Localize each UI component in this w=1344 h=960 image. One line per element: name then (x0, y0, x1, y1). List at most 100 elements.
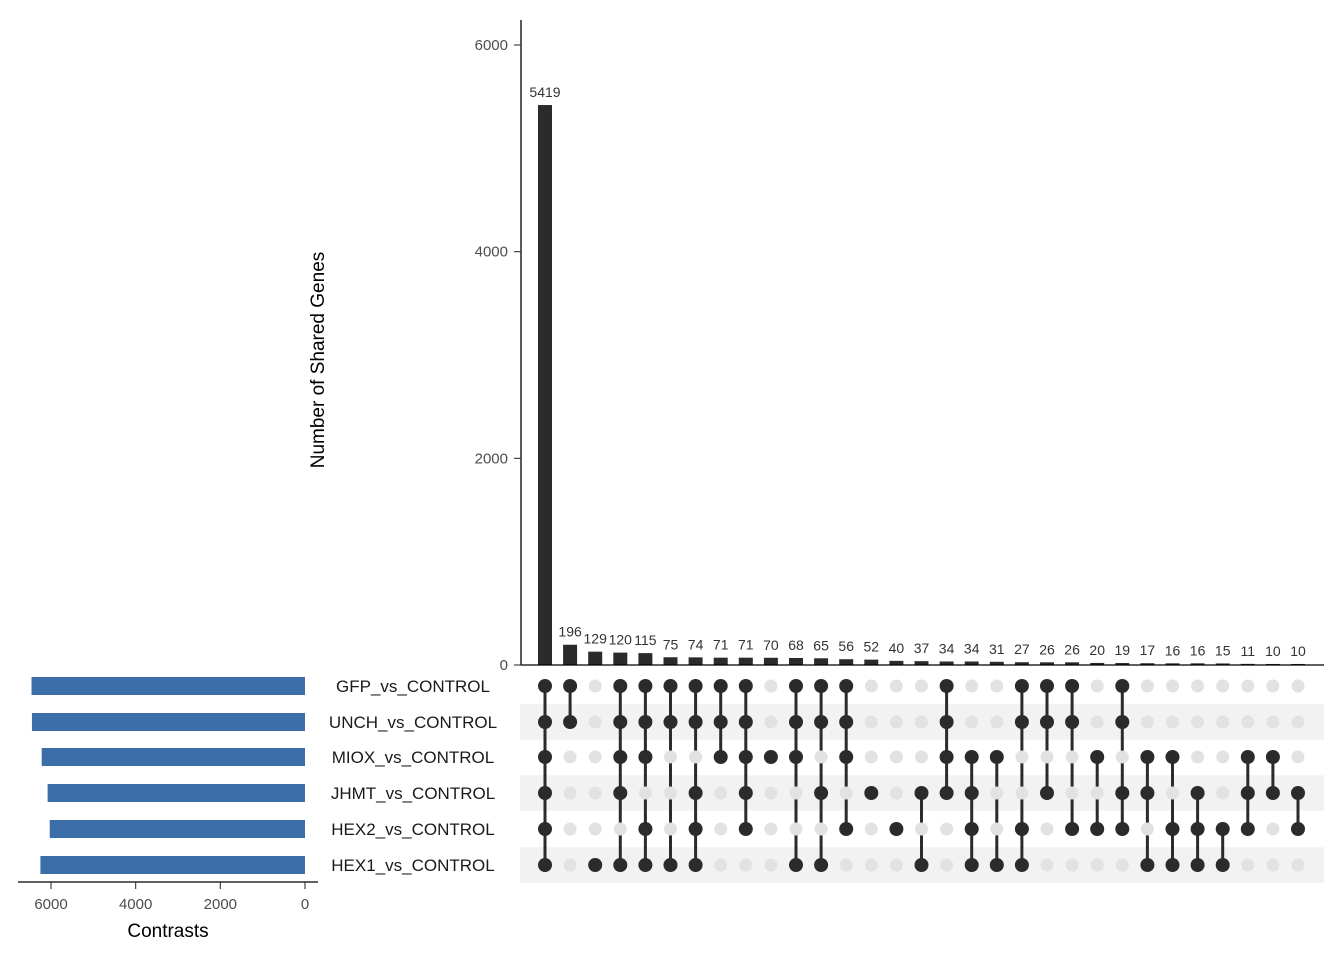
intersection-bar (989, 661, 1004, 665)
set-labels: GFP_vs_CONTROL UNCH_vs_CONTROL MIOX_vs_CON… (329, 677, 497, 875)
matrix-dot-inactive (1090, 858, 1104, 872)
matrix-dot-inactive (1266, 715, 1280, 729)
intersection-bar (1090, 662, 1105, 665)
matrix-dot-active (538, 858, 552, 872)
intersection-bar-label: 16 (1165, 642, 1181, 658)
matrix-dot-inactive (689, 750, 703, 764)
set-label: HEX2_vs_CONTROL (331, 820, 494, 839)
matrix-dot-inactive (864, 715, 878, 729)
matrix-dot-active (538, 786, 552, 800)
matrix-dot-active (738, 822, 753, 836)
intersection-bar-label: 17 (1140, 642, 1156, 658)
y-tick-label: 6000 (475, 37, 508, 54)
matrix-dot-inactive (1040, 822, 1054, 836)
intersection-bar-label: 71 (738, 637, 754, 653)
set-label: MIOX_vs_CONTROL (332, 748, 494, 767)
matrix-dot-active (1140, 858, 1155, 872)
y-tick-label: 2000 (475, 450, 508, 467)
matrix-dot-inactive (1166, 679, 1179, 693)
matrix-dot-inactive (1115, 858, 1129, 872)
matrix-dot-active (613, 858, 628, 872)
matrix-dot-inactive (990, 679, 1004, 693)
set-label: JHMT_vs_CONTROL (331, 784, 495, 803)
matrix-dot-active (1215, 822, 1230, 836)
intersection-bar (663, 657, 678, 665)
matrix-dot-inactive (1065, 858, 1079, 872)
matrix-dot-inactive (1191, 750, 1205, 764)
intersection-bars (538, 105, 1305, 665)
matrix-dot-active (688, 679, 703, 693)
intersection-bar-label: 10 (1265, 643, 1281, 659)
matrix-dot-inactive (889, 715, 903, 729)
set-label: HEX1_vs_CONTROL (331, 856, 494, 875)
matrix-dot-active (1165, 858, 1180, 872)
matrix-dot-active (563, 715, 578, 729)
set-size-bar (31, 713, 305, 731)
matrix-dot-inactive (1166, 715, 1179, 729)
matrix-dot-inactive (1266, 822, 1280, 836)
matrix-dot-inactive (1090, 679, 1104, 693)
set-label: GFP_vs_CONTROL (336, 677, 490, 696)
matrix-dot-inactive (889, 750, 903, 764)
matrix-dot-active (864, 786, 879, 800)
intersection-bar (1165, 663, 1180, 665)
matrix-dot-active (939, 715, 954, 729)
intersection-bar (789, 657, 803, 665)
intersection-bar-labels: 5419 196 129 120 115 75 74 71 71 70 68 65 56 52 40 37 34… (529, 84, 1306, 659)
matrix-dot-inactive (588, 786, 602, 800)
matrix-dot-inactive (563, 750, 577, 764)
intersection-bar (964, 661, 979, 665)
intersection-bar (538, 105, 552, 665)
intersection-bar (839, 659, 854, 665)
matrix-dot-inactive (1140, 679, 1154, 693)
matrix-dot-active (1115, 786, 1130, 800)
matrix-dot-active (1140, 750, 1155, 764)
matrix-dot-inactive (814, 822, 828, 836)
matrix-dot-active (939, 679, 954, 693)
intersection-bar-label: 70 (763, 637, 779, 653)
matrix-dot-inactive (940, 822, 954, 836)
matrix-dot-inactive (1015, 750, 1029, 764)
matrix-dot-active (914, 858, 929, 872)
matrix-dot-inactive (1090, 715, 1104, 729)
matrix-dot-inactive (864, 679, 878, 693)
matrix-dot-active (1090, 822, 1105, 836)
matrix-dot-inactive (864, 750, 878, 764)
matrix-dot-inactive (915, 750, 928, 764)
matrix-dot-inactive (664, 786, 677, 800)
matrix-dot-active (1240, 822, 1255, 836)
matrix-dot-inactive (1191, 679, 1205, 693)
matrix-dot-active (738, 679, 753, 693)
matrix-dot-active (638, 750, 653, 764)
matrix-dot-active (538, 715, 552, 729)
matrix-dot-inactive (889, 858, 903, 872)
intersection-bar (914, 661, 929, 665)
matrix-dot-inactive (1015, 786, 1029, 800)
matrix-dot-inactive (1191, 715, 1205, 729)
y-axis-title: Number of Shared Genes (308, 252, 329, 469)
matrix-dot-inactive (714, 786, 728, 800)
matrix-dot-active (914, 786, 929, 800)
matrix-dot-active (663, 679, 678, 693)
matrix-dot-inactive (1241, 679, 1255, 693)
matrix-dot-active (638, 715, 653, 729)
intersection-bar-label: 26 (1039, 641, 1055, 657)
matrix-dot-active (1115, 715, 1130, 729)
set-size-tick-label: 4000 (119, 896, 152, 913)
matrix-dot-inactive (864, 858, 878, 872)
matrix-dot-inactive (563, 858, 577, 872)
intersection-bar (688, 657, 703, 665)
intersection-bar-label: 15 (1215, 642, 1231, 658)
intersection-bar (1065, 662, 1080, 665)
matrix-dot-inactive (1166, 786, 1179, 800)
matrix-dot-active (1291, 822, 1305, 836)
intersection-bar (864, 659, 879, 665)
set-size-axis-title: Contrasts (127, 921, 208, 942)
matrix-dot-active (1065, 679, 1080, 693)
intersection-bar (939, 661, 954, 665)
intersection-matrix (538, 679, 1305, 872)
matrix-dot-active (964, 750, 979, 764)
intersection-bar (1115, 663, 1130, 665)
matrix-dot-active (964, 822, 979, 836)
matrix-dot-inactive (839, 858, 853, 872)
